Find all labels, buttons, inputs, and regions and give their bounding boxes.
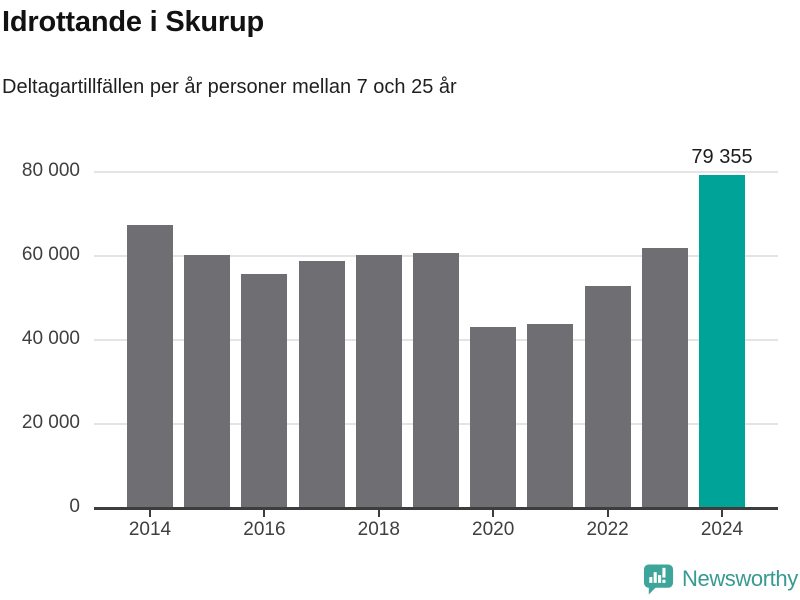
x-axis-tick-label: 2022 [586, 519, 629, 540]
bar-2021 [527, 324, 574, 508]
y-axis-tick-label: 60 000 [21, 244, 80, 265]
brand-footer[interactable]: Newsworthy [642, 562, 798, 596]
x-axis-tick [149, 510, 151, 517]
bar-2017 [298, 261, 345, 508]
x-axis-tick-label: 2020 [472, 519, 515, 540]
x-axis-tick [377, 510, 380, 517]
brand-name: Newsworthy [682, 566, 798, 591]
bar-2018 [355, 255, 402, 508]
x-axis-tick-label: 2016 [243, 519, 286, 540]
bar-2023 [641, 248, 688, 508]
x-axis-tick [263, 510, 266, 517]
bar-2019 [413, 253, 459, 508]
y-axis-tick-label: 40 000 [21, 328, 80, 349]
mini-bar-3 [658, 575, 662, 583]
newsworthy-logo-icon [643, 564, 674, 595]
bar-2016 [241, 274, 288, 508]
y-axis-tick-label: 80 000 [21, 160, 80, 181]
exclamation-dot [662, 579, 666, 583]
x-axis-tick-label: 2018 [357, 519, 400, 540]
x-axis-line [94, 507, 778, 510]
chart-subtitle: Deltagartillfällen per år personer mella… [2, 76, 457, 98]
exclamation-stroke [662, 567, 666, 578]
page-title: Idrottande i Skurup [2, 6, 265, 38]
mini-bar-2 [653, 572, 657, 583]
bar-2020 [470, 327, 517, 508]
bar-2024 [699, 175, 745, 508]
bar-2015 [184, 255, 231, 508]
x-axis-tick-label: 2024 [700, 519, 744, 540]
highlight-value-label: 79 355 [691, 145, 753, 168]
x-axis-tick [721, 510, 723, 517]
x-axis-tick [492, 510, 495, 517]
speech-bubble-tail [648, 585, 658, 595]
y-axis-tick-label: 0 [69, 496, 80, 517]
x-axis-tick [606, 510, 609, 517]
x-axis-tick-label: 2014 [128, 519, 172, 540]
gridline-80 000 [94, 171, 778, 173]
y-axis-tick-label: 20 000 [21, 412, 80, 433]
mini-bar-1 [649, 577, 653, 583]
bar-2022 [584, 286, 631, 508]
bar-2014 [127, 225, 173, 508]
